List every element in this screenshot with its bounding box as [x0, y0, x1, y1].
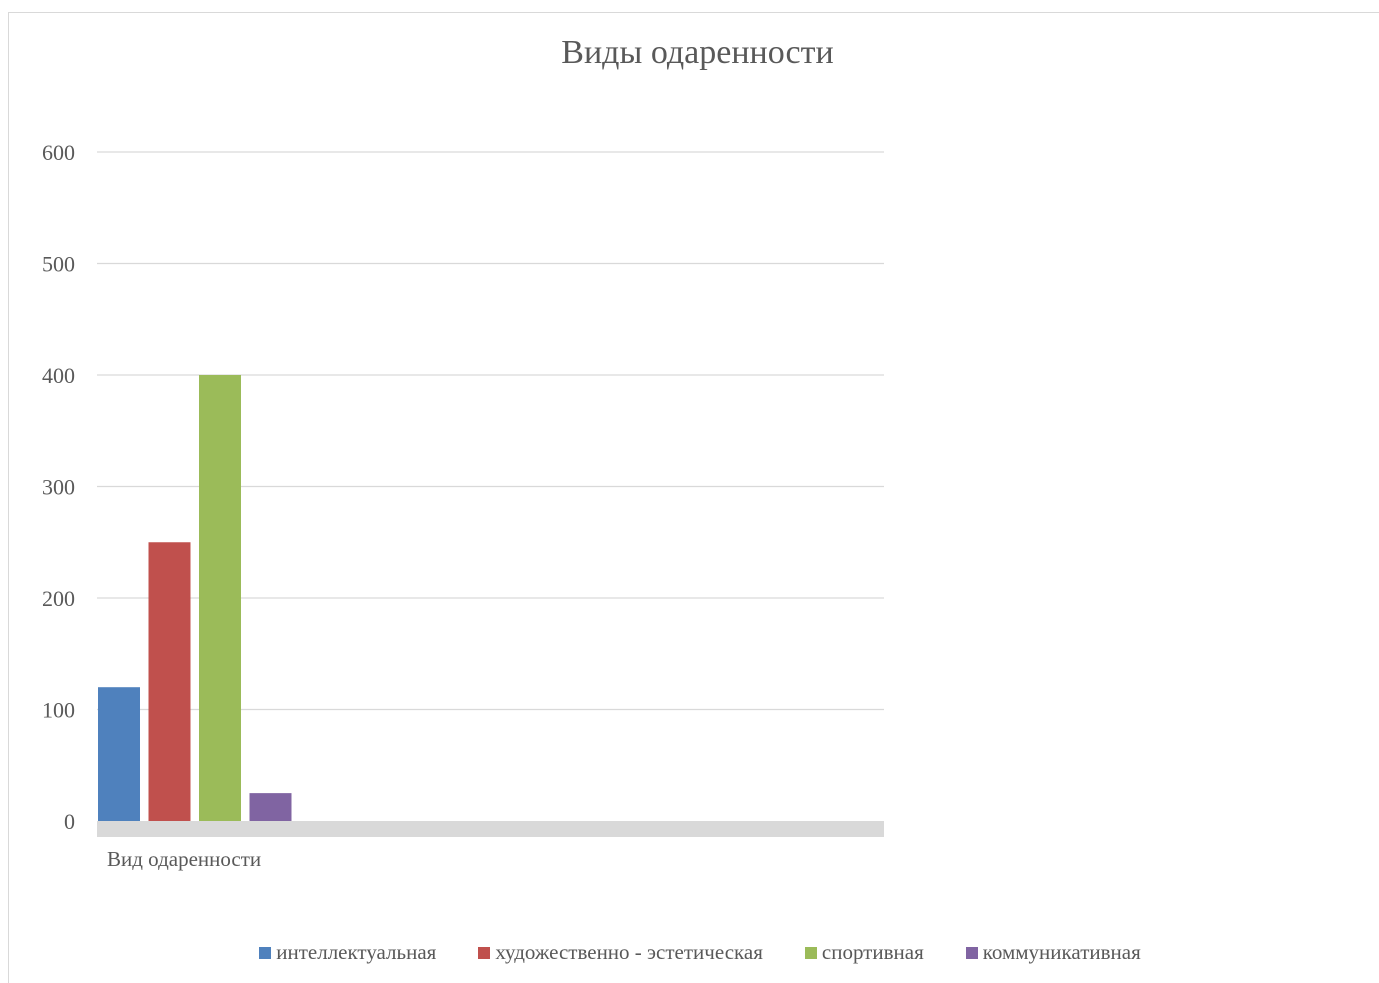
x-axis-band: [97, 821, 884, 837]
y-tick-label: 0: [64, 809, 75, 834]
legend-swatch: [259, 946, 272, 959]
x-category-label: Вид одаренности: [107, 847, 261, 871]
bar-1: [98, 687, 140, 821]
legend-swatch: [965, 946, 978, 959]
bar-3: [199, 375, 241, 821]
legend-item-3: спортивная: [804, 940, 924, 965]
legend-label: коммуникативная: [982, 940, 1141, 964]
chart-legend: интеллектуальная художественно - эстетиче…: [0, 940, 1379, 965]
y-tick-label: 400: [42, 363, 75, 388]
legend-label: художественно - эстетическая: [495, 940, 763, 964]
legend-item-1: интеллектуальная: [259, 940, 436, 965]
y-tick-label: 100: [42, 698, 75, 723]
y-tick-label: 600: [42, 140, 75, 165]
legend-item-4: коммуникативная: [965, 940, 1141, 965]
legend-label: спортивная: [821, 940, 924, 964]
legend-swatch: [804, 946, 817, 959]
y-tick-label: 500: [42, 252, 75, 277]
bar-4: [249, 793, 292, 821]
bar-2: [148, 542, 191, 821]
chart-frame: [8, 12, 1379, 983]
legend-label: интеллектуальная: [276, 940, 437, 964]
legend-swatch: [478, 946, 491, 959]
y-tick-label: 300: [42, 475, 75, 500]
legend-item-2: художественно - эстетическая: [478, 940, 763, 965]
y-tick-label: 200: [42, 586, 75, 611]
chart-title: Виды одаренности: [561, 34, 834, 71]
